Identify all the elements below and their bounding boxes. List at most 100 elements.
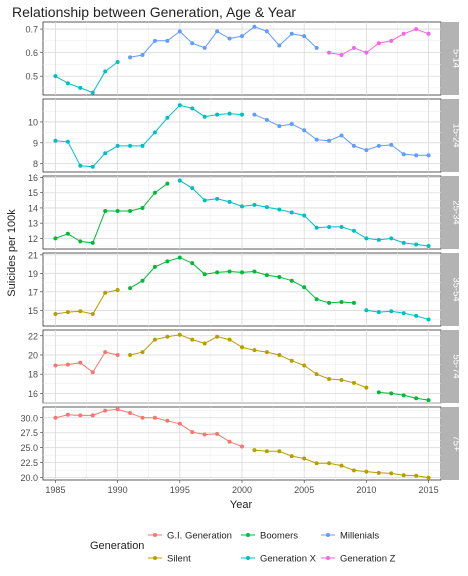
data-point [240,34,244,39]
data-point [115,60,120,65]
data-point [376,41,381,46]
data-point [339,377,344,382]
legend-key-point [326,556,330,560]
x-tick-label: 2015 [419,485,439,495]
data-point [302,128,307,133]
data-point [165,181,170,186]
series-generation-x [53,60,120,95]
data-point [426,317,431,322]
panel-5-14: 0.5 0.6 0.7 5-14 [25,21,462,96]
data-point [389,471,394,476]
data-point [414,27,419,32]
data-point [90,413,95,418]
facet-strip-label: 75+ [451,435,462,452]
data-point [277,207,282,212]
data-point [240,204,244,209]
data-point [202,45,207,50]
data-point [165,115,170,120]
data-point [190,337,195,342]
x-axis: 1985 1990 1995 2000 2005 2010 2015 [45,480,439,495]
data-point [165,418,170,423]
data-point [202,272,207,277]
data-point [202,114,207,119]
data-point [140,415,145,420]
data-point [103,290,108,295]
data-point [128,286,133,291]
y-tick-label: 20 [28,350,38,360]
data-point [65,362,70,367]
series-boomers [128,255,356,305]
data-point [128,55,133,60]
data-point [289,210,294,215]
data-point [389,142,394,147]
panel-55-74: 16 18 20 22 55-74 [28,329,462,404]
y-tick-label: 20.0 [20,473,38,483]
legend-entry: Boomers [241,531,298,542]
data-point [240,112,244,117]
y-tick-label: 8 [33,159,38,169]
data-point [103,69,108,74]
y-tick-label: 10 [28,117,38,127]
data-point [389,38,394,43]
facet-strip [441,253,459,326]
data-point [401,240,406,245]
data-point [65,412,70,417]
series-line [55,289,118,315]
data-point [414,153,419,158]
data-point [202,341,207,346]
data-point [227,439,232,444]
data-point [252,24,257,29]
data-point [264,29,269,34]
data-point [277,124,282,129]
data-point [401,31,406,36]
data-point [227,269,232,274]
data-point [364,148,369,153]
series-millenials [128,24,319,60]
data-point [103,408,108,413]
data-point [339,133,344,138]
data-point [289,358,294,363]
series-generation-x [177,178,431,248]
data-point [53,415,58,420]
data-point [302,456,307,461]
data-point [314,372,319,377]
facet-strip-label: 35-54 [451,277,462,301]
series-line [55,104,243,168]
legend-label: Generation X [260,554,317,565]
data-point [327,138,332,143]
data-point [327,50,332,55]
data-point [327,461,332,466]
x-tick-label: 2005 [294,485,314,495]
data-point [78,413,83,418]
data-point [115,352,120,357]
data-point [376,310,381,315]
data-point [414,313,419,318]
data-point [65,81,70,86]
data-point [289,454,294,459]
data-point [140,350,145,355]
data-point [426,31,431,36]
data-point [103,208,108,213]
data-point [401,152,406,157]
series-line [129,334,367,389]
panel-25-34: 12 13 14 15 16 25-34 [28,173,462,250]
data-point [252,269,257,274]
data-point [177,178,182,183]
data-point [327,300,332,305]
data-point [90,370,95,375]
facet-strip-label: 15-24 [451,123,462,147]
y-tick-label: 0.7 [25,25,38,35]
data-point [152,130,157,135]
data-point [140,52,145,57]
facet-strip [441,330,459,403]
data-point [376,237,381,242]
facet-strip-label: 25-34 [451,200,462,224]
data-point [376,470,381,475]
data-point [252,348,257,353]
facet-strip [441,407,459,480]
data-point [177,421,182,426]
facet-strip [441,22,459,95]
data-point [339,299,344,304]
data-point [227,111,232,116]
data-point [190,261,195,266]
